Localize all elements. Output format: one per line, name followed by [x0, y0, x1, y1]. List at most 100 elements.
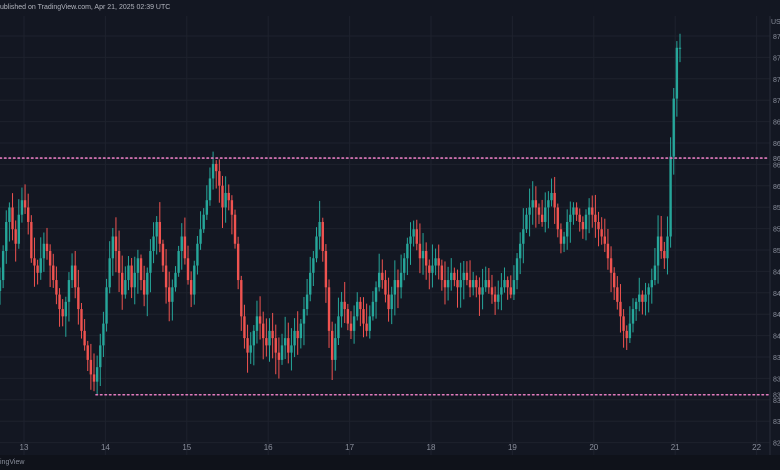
- candle-body: [547, 200, 550, 208]
- candle-body: [518, 243, 522, 259]
- candle-body: [471, 280, 475, 288]
- candle-body: [199, 229, 202, 244]
- candle-body: [371, 301, 375, 317]
- candle-body: [318, 221, 321, 237]
- candle-body: [638, 294, 641, 302]
- price-axis[interactable]: US 8787878786868686858585848484848383838…: [769, 16, 780, 455]
- candle-body: [142, 280, 146, 295]
- candle-body: [202, 214, 205, 230]
- candle-body: [224, 192, 227, 208]
- candle-body: [196, 243, 199, 266]
- candle-body: [171, 287, 174, 302]
- candle-body: [133, 272, 136, 288]
- time-tick-label: 22: [752, 443, 761, 452]
- candle-body: [287, 338, 290, 353]
- candle-body: [299, 323, 303, 339]
- candle-body: [337, 316, 340, 339]
- candle-body: [74, 265, 77, 288]
- candle-body: [95, 367, 99, 382]
- candle-body: [271, 330, 274, 339]
- candle-body: [117, 251, 121, 273]
- price-ref-label: 83: [773, 393, 780, 400]
- candle-body: [227, 192, 230, 201]
- candle-body: [77, 287, 80, 310]
- candle-body: [381, 272, 384, 281]
- candle-body: [666, 236, 669, 259]
- candle-body: [61, 309, 64, 317]
- candle-body: [36, 265, 39, 273]
- candle-body: [578, 214, 581, 222]
- candle-body: [616, 287, 619, 302]
- candle-body: [86, 345, 89, 360]
- candle-body: [277, 352, 281, 360]
- price-tick-label: 87: [773, 77, 780, 84]
- candle-body: [387, 294, 390, 310]
- candle-body: [33, 258, 36, 266]
- candle-body: [48, 251, 52, 266]
- candle-body: [205, 200, 209, 215]
- candle-body: [64, 301, 68, 317]
- candle-body: [312, 258, 315, 273]
- candle-body: [522, 229, 525, 244]
- candle-body: [503, 280, 506, 288]
- grid-lines: [0, 16, 770, 455]
- candle-body: [443, 280, 447, 288]
- candle-body: [421, 251, 425, 259]
- candle-body: [406, 243, 409, 259]
- time-tick-label: 15: [182, 443, 191, 452]
- candle-body: [368, 316, 371, 331]
- candle-body: [424, 251, 428, 266]
- candle-body: [189, 280, 193, 295]
- candle-body: [659, 236, 663, 252]
- candle-body: [403, 258, 406, 273]
- candle-body: [525, 214, 528, 230]
- candle-body: [258, 316, 262, 324]
- candle-body: [597, 221, 600, 230]
- candle-body: [293, 330, 296, 346]
- candle-body: [321, 221, 324, 252]
- candle-body: [215, 163, 218, 172]
- candle-body: [218, 171, 221, 186]
- candle-body: [236, 243, 240, 281]
- candle-body: [409, 236, 412, 244]
- candle-body: [149, 251, 152, 273]
- candle-body: [609, 258, 613, 273]
- candle-body: [290, 345, 293, 353]
- candle-body: [262, 323, 265, 339]
- candle-body: [180, 236, 183, 252]
- candle-body: [475, 280, 478, 288]
- candle-body: [240, 280, 243, 317]
- price-tick-label: 86: [773, 162, 780, 169]
- candle-body: [565, 221, 569, 237]
- price-tick-label: 86: [773, 141, 780, 148]
- candle-body: [644, 294, 647, 302]
- candle-body: [540, 214, 544, 222]
- candle-body: [493, 294, 497, 302]
- price-tick-label: 87: [773, 98, 780, 105]
- price-tick-label: 85: [773, 205, 780, 212]
- candle-body: [108, 258, 111, 288]
- candle-body: [130, 265, 133, 288]
- price-tick-label: 83: [773, 376, 780, 383]
- time-tick-label: 18: [427, 443, 436, 452]
- candle-body: [468, 280, 472, 288]
- candle-body: [208, 178, 212, 201]
- time-axis[interactable]: 13 14 15 16 17 18 19 20 21 22: [20, 443, 762, 452]
- candle-body: [584, 214, 588, 230]
- tradingview-brand-text: ingView: [0, 459, 25, 466]
- candle-body: [305, 294, 309, 310]
- candle-body: [255, 316, 259, 331]
- candle-body: [484, 280, 487, 288]
- candle-body: [30, 221, 33, 259]
- candle-body: [39, 258, 42, 273]
- candle-body: [334, 338, 337, 360]
- price-tick-label: 84: [773, 291, 780, 298]
- candle-series: [0, 33, 682, 395]
- candle-body: [283, 338, 287, 346]
- candle-body: [230, 200, 234, 215]
- candle-body: [656, 236, 660, 266]
- price-axis-currency-label: US: [771, 19, 780, 26]
- candle-body: [678, 47, 682, 49]
